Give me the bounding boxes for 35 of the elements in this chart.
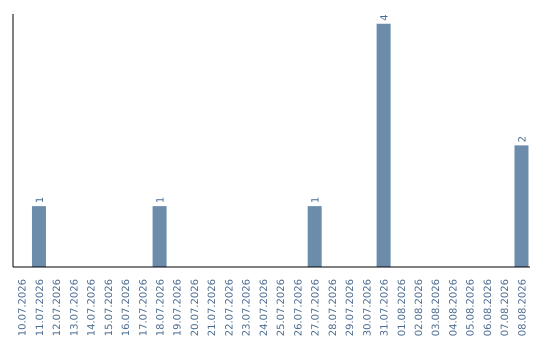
x-tick-label: 31.07.2026: [380, 279, 391, 336]
x-tick-label: 18.07.2026: [155, 279, 166, 336]
x-tick-label: 24.07.2026: [258, 279, 270, 336]
x-tick-label: 23.07.2026: [242, 279, 253, 336]
x-tick-label: 28.07.2026: [328, 279, 339, 336]
x-tick-label: 22.07.2026: [224, 279, 236, 336]
x-tick-label: 16.07.2026: [121, 279, 132, 336]
x-tick-label: 27.07.2026: [310, 279, 322, 336]
x-tick-label: 06.08.2026: [482, 279, 494, 336]
data-label: 1: [156, 196, 167, 204]
x-tick-label: 19.07.2026: [172, 279, 184, 336]
x-tick-label: 11.07.2026: [34, 279, 46, 336]
x-tick-label: 10.07.2026: [18, 279, 29, 336]
x-tick-label: 12.07.2026: [52, 279, 64, 336]
x-tick-label: 04.08.2026: [448, 279, 460, 336]
x-tick-label: 17.07.2026: [138, 279, 150, 336]
x-tick-label: 07.08.2026: [500, 279, 512, 336]
x-tick-label: 02.08.2026: [414, 279, 425, 336]
x-tick-label: 20.07.2026: [190, 279, 201, 336]
x-tick-label: 13.07.2026: [69, 279, 80, 336]
x-tick-label: 08.08.2026: [517, 279, 528, 336]
data-label: 1: [34, 196, 46, 204]
x-tick-label: 25.07.2026: [276, 279, 288, 336]
x-tick-label: 03.08.2026: [431, 279, 442, 336]
x-tick-label: 26.07.2026: [293, 279, 304, 336]
x-tick-label: 14.07.2026: [86, 279, 98, 336]
data-label: 1: [310, 196, 322, 204]
x-tick-label: 15.07.2026: [104, 279, 115, 336]
x-tick-label: 05.08.2026: [466, 279, 477, 336]
x-tick-label: 01.08.2026: [396, 279, 408, 336]
data-label: 4: [380, 14, 391, 21]
x-tick-label: 29.07.2026: [345, 279, 356, 336]
x-tick-label: 30.07.2026: [362, 279, 374, 336]
x-tick-label: 21.07.2026: [207, 279, 218, 336]
data-label: 2: [517, 136, 528, 142]
